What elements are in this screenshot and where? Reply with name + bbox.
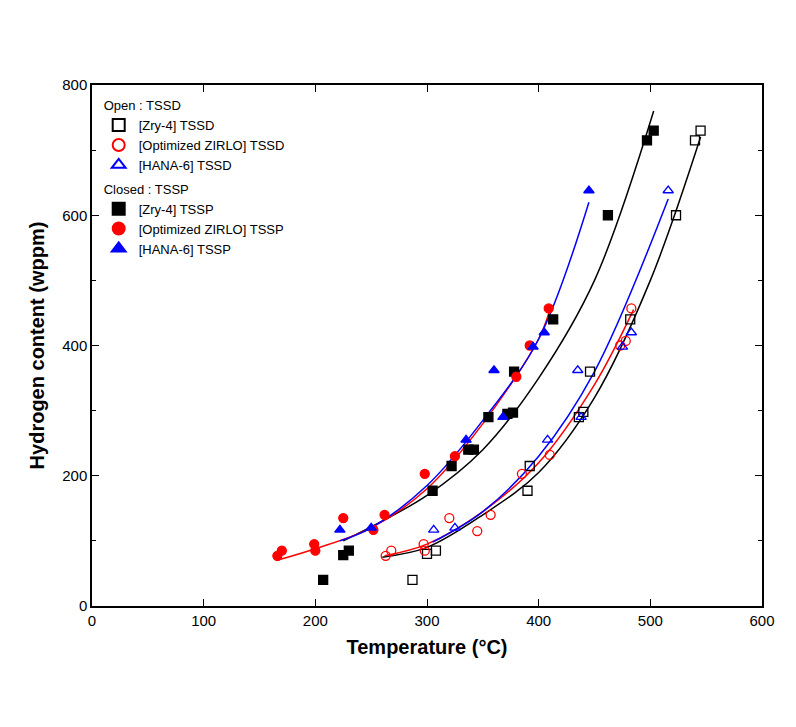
- svg-text:[Zry-4] TSSD: [Zry-4] TSSD: [139, 118, 215, 133]
- svg-text:400: 400: [526, 612, 551, 629]
- svg-text:200: 200: [62, 467, 87, 484]
- svg-text:Closed : TSSP: Closed : TSSP: [104, 182, 189, 197]
- svg-text:600: 600: [62, 207, 87, 224]
- svg-text:100: 100: [191, 612, 216, 629]
- svg-text:0: 0: [79, 597, 87, 614]
- svg-text:[Zry-4] TSSP: [Zry-4] TSSP: [139, 202, 214, 217]
- svg-text:400: 400: [62, 337, 87, 354]
- svg-text:800: 800: [62, 76, 87, 93]
- svg-text:[Optimized ZIRLO] TSSD: [Optimized ZIRLO] TSSD: [139, 138, 285, 153]
- svg-text:500: 500: [638, 612, 663, 629]
- svg-text:200: 200: [303, 612, 328, 629]
- svg-text:0: 0: [88, 612, 96, 629]
- svg-text:Open : TSSD: Open : TSSD: [104, 98, 181, 113]
- svg-text:600: 600: [749, 612, 774, 629]
- svg-text:[HANA-6] TSSD: [HANA-6] TSSD: [139, 158, 232, 173]
- svg-text:[HANA-6] TSSP: [HANA-6] TSSP: [139, 242, 231, 257]
- svg-text:Hydrogen content (wppm): Hydrogen content (wppm): [26, 222, 48, 470]
- svg-text:[Optimized ZIRLO] TSSP: [Optimized ZIRLO] TSSP: [139, 222, 284, 237]
- svg-text:Temperature (°C): Temperature (°C): [347, 636, 508, 658]
- svg-text:300: 300: [414, 612, 439, 629]
